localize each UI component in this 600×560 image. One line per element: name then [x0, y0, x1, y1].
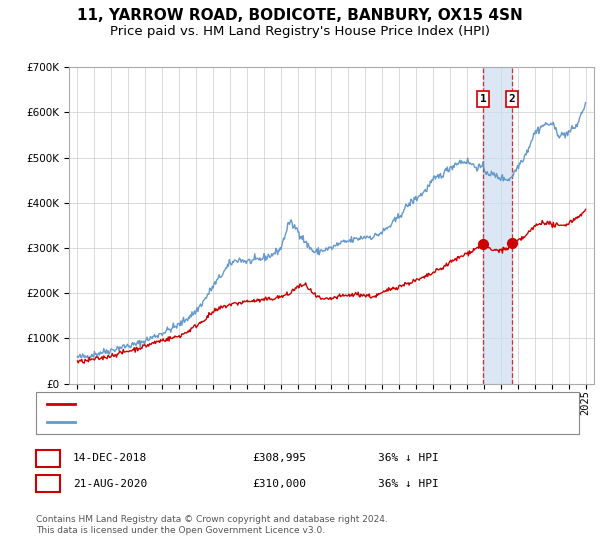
Text: 2: 2: [44, 477, 52, 490]
Text: 1: 1: [44, 452, 52, 465]
Text: 14-DEC-2018: 14-DEC-2018: [73, 454, 148, 463]
Text: 21-AUG-2020: 21-AUG-2020: [73, 479, 148, 488]
Text: 1: 1: [480, 94, 487, 104]
Text: Contains HM Land Registry data © Crown copyright and database right 2024.
This d: Contains HM Land Registry data © Crown c…: [36, 515, 388, 535]
Text: £308,995: £308,995: [252, 454, 306, 463]
Text: 11, YARROW ROAD, BODICOTE, BANBURY, OX15 4SN (detached house): 11, YARROW ROAD, BODICOTE, BANBURY, OX15…: [79, 399, 491, 409]
Text: 36% ↓ HPI: 36% ↓ HPI: [378, 454, 439, 463]
Text: Price paid vs. HM Land Registry's House Price Index (HPI): Price paid vs. HM Land Registry's House …: [110, 25, 490, 38]
Text: £310,000: £310,000: [252, 479, 306, 488]
Text: HPI: Average price, detached house, Cherwell: HPI: Average price, detached house, Cher…: [79, 417, 376, 427]
Text: 36% ↓ HPI: 36% ↓ HPI: [378, 479, 439, 488]
Bar: [483, 67, 512, 384]
Text: 11, YARROW ROAD, BODICOTE, BANBURY, OX15 4SN: 11, YARROW ROAD, BODICOTE, BANBURY, OX15…: [77, 8, 523, 24]
Text: 2: 2: [508, 94, 515, 104]
